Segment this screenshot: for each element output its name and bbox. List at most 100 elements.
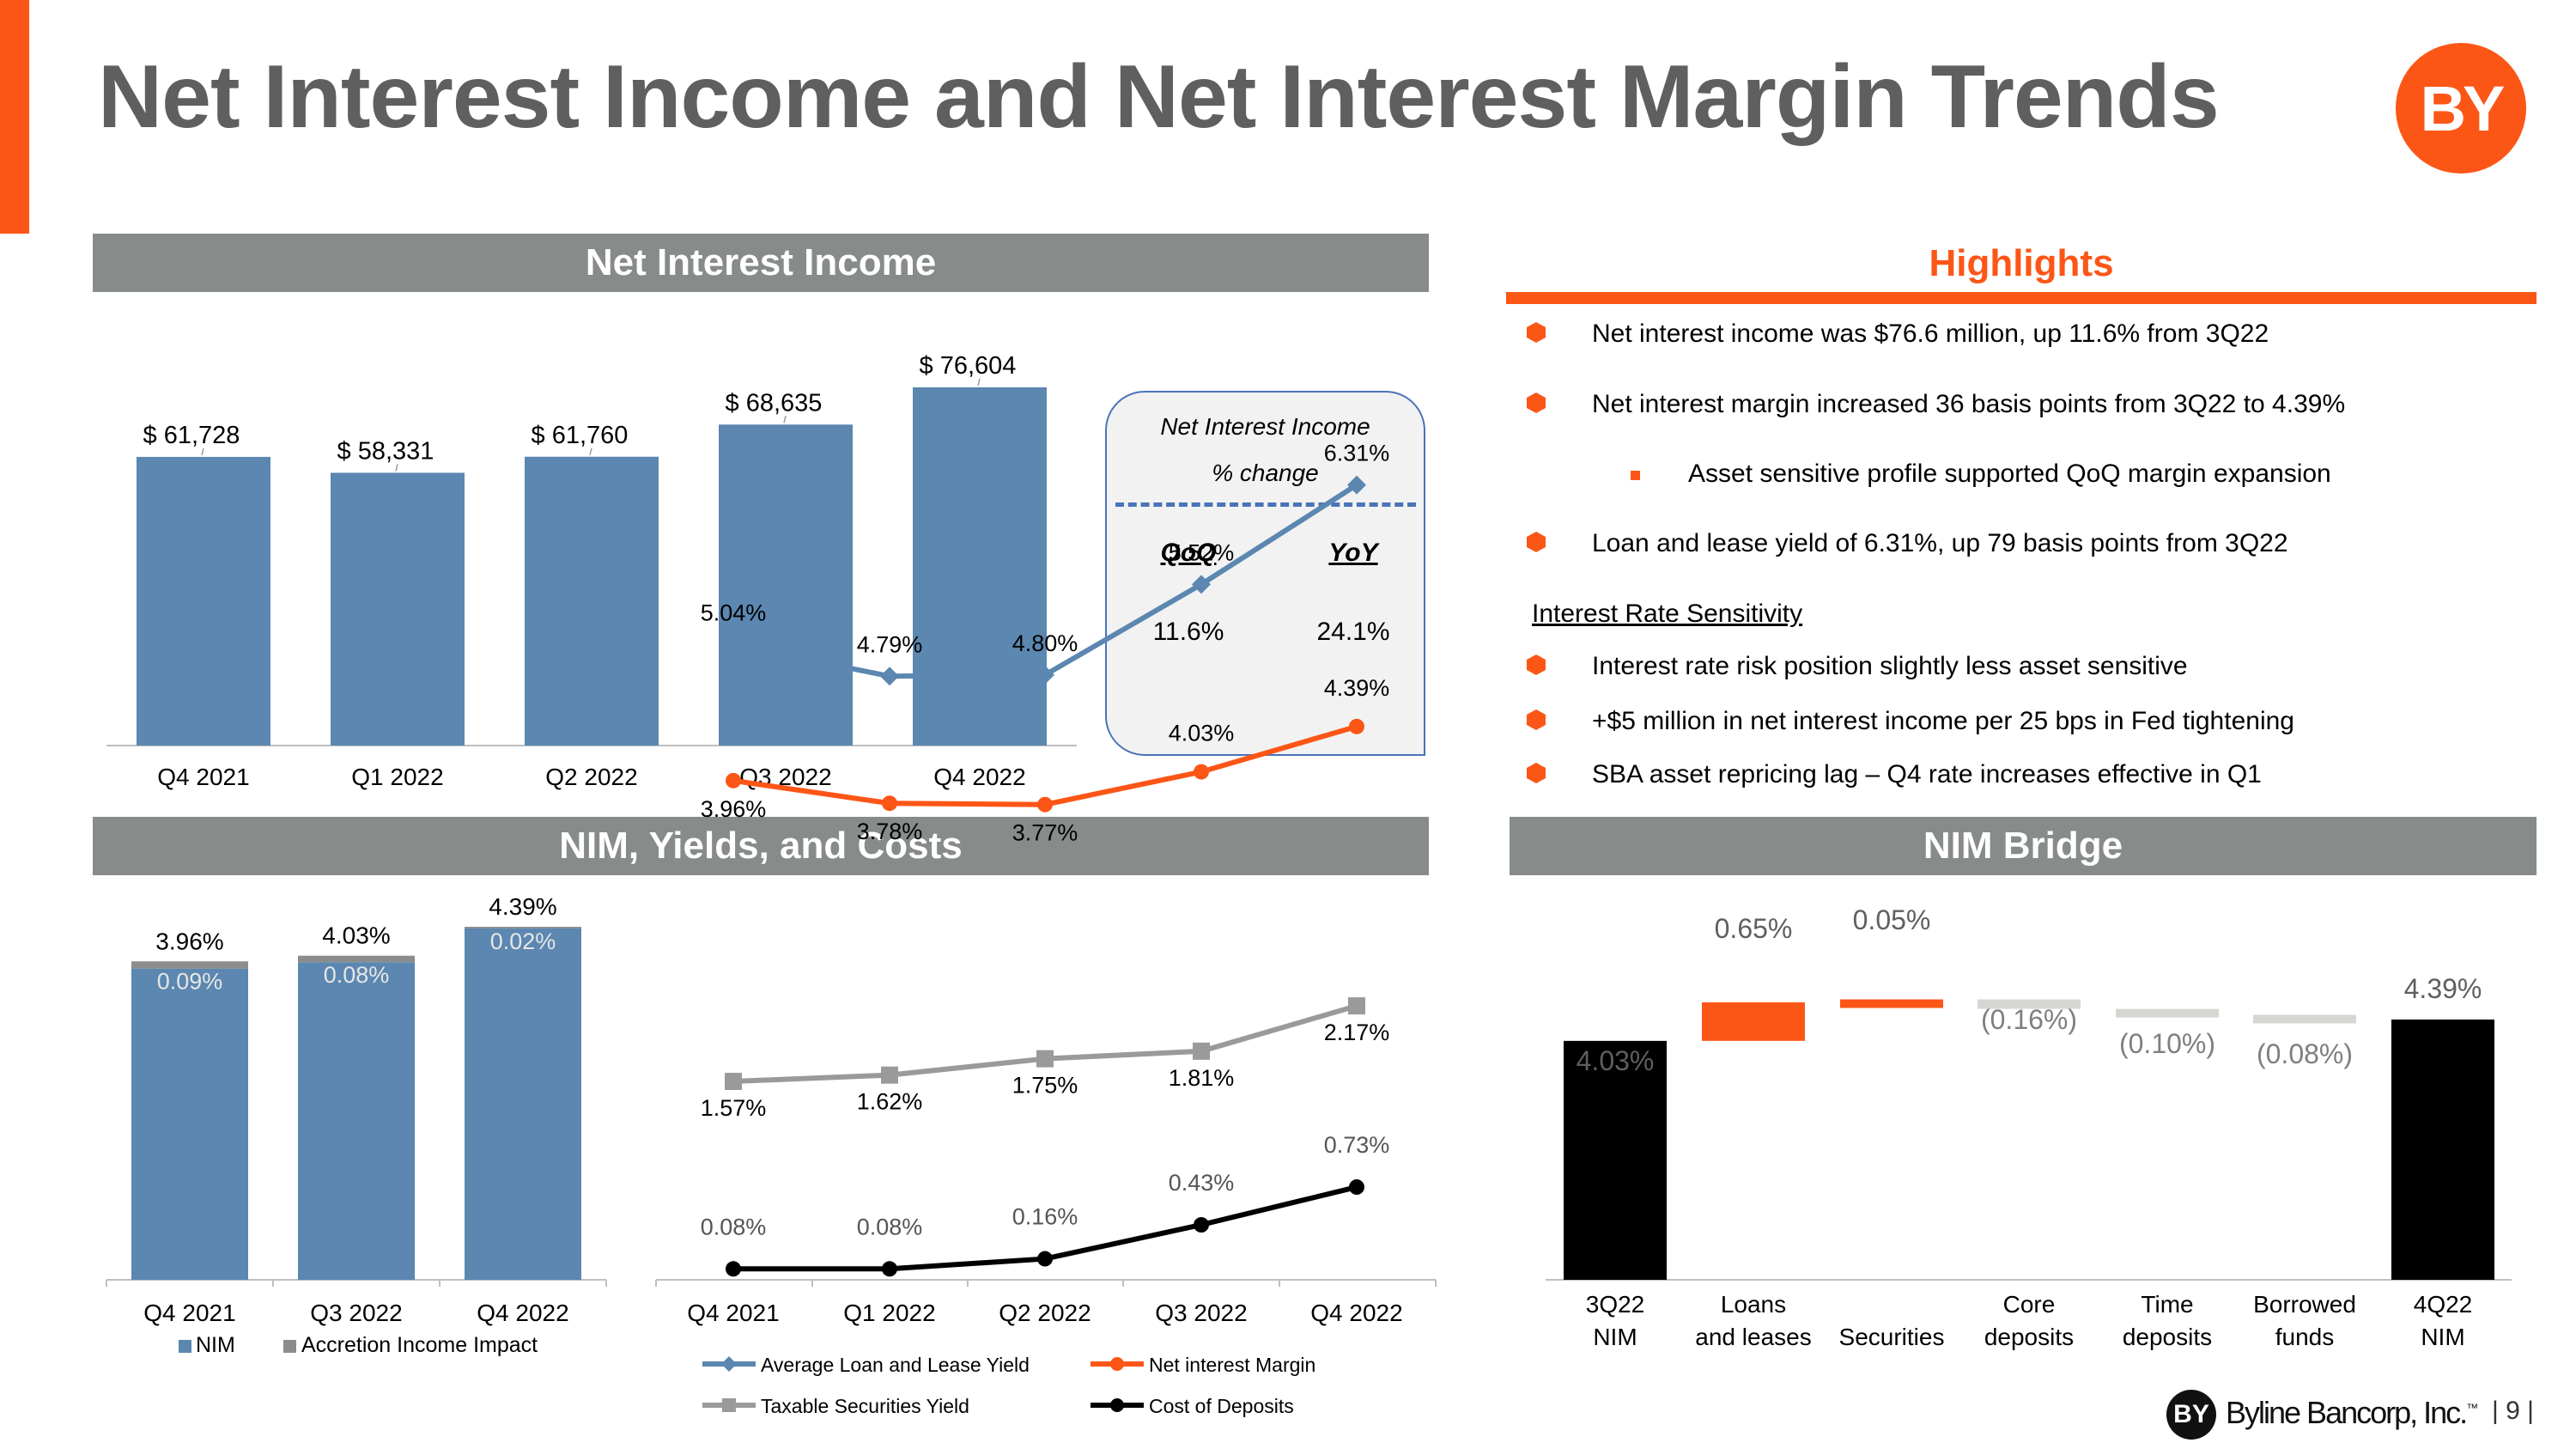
bridge-category-label: Loans [1721, 1291, 1786, 1318]
series-marker [726, 772, 741, 788]
highlight-item: Loan and lease yield of 6.31%, up 79 bas… [1592, 529, 2288, 557]
series-value-label: 0.73% [1324, 1132, 1390, 1158]
yoy-label: YoY [1328, 539, 1378, 567]
section-header-nim-yields: NIM, Yields, and Costs [93, 817, 1429, 875]
legend-label: Cost of Deposits [1149, 1395, 1294, 1417]
bridge-decrease-bar [1978, 999, 2081, 1009]
highlight-subitem: Asset sensitive profile supported QoQ ma… [1688, 460, 2331, 488]
series-value-label: 4.79% [857, 631, 923, 657]
bridge-category-label: Time [2141, 1291, 2193, 1318]
footer-company-text: Byline Bancorp, Inc. [2226, 1395, 2468, 1430]
sensitivity-heading: Interest Rate Sensitivity [1532, 600, 1803, 628]
highlights-rule [1506, 292, 2537, 304]
nim-bar [465, 928, 581, 1280]
legend-marker [1110, 1357, 1124, 1371]
sensitivity-item: Interest rate risk position slightly les… [1592, 652, 2188, 680]
series-marker [726, 1261, 741, 1277]
bridge-category-label: and leases [1695, 1324, 1811, 1350]
series-value-label: 3.96% [701, 796, 767, 822]
highlight-item: Net interest margin increased 36 basis p… [1592, 390, 2346, 418]
series-marker [724, 635, 743, 654]
bridge-value-label: 0.05% [1853, 904, 1931, 935]
legend-marker [722, 1398, 736, 1412]
yield-category-label: Q4 2022 [1310, 1300, 1402, 1326]
bridge-decrease-bar [2253, 1014, 2356, 1024]
bridge-category-label: deposits [2123, 1324, 2212, 1350]
series-marker [1036, 1050, 1054, 1068]
series-value-label: 0.16% [1012, 1204, 1078, 1230]
yield-category-label: Q4 2021 [687, 1300, 779, 1326]
nii-value-label: $ 76,604 [920, 352, 1017, 380]
bridge-value-label: (0.10%) [2119, 1028, 2215, 1059]
bridge-value-label: 4.39% [2404, 973, 2482, 1004]
nii-category-label: Q4 2022 [933, 764, 1025, 790]
series-value-label: 0.08% [857, 1214, 923, 1239]
series-line [732, 1003, 1358, 1084]
legend-swatch-accretion [283, 1340, 296, 1353]
bullet-icon [1527, 322, 1546, 343]
series-marker [725, 1072, 742, 1090]
highlight-item: Net interest income was $76.6 million, u… [1592, 320, 2269, 348]
yield-category-label: Q2 2022 [999, 1300, 1091, 1326]
legend-label-nim: NIM [196, 1333, 235, 1357]
footer-company-name: Byline Bancorp, Inc.™ [2226, 1395, 2478, 1431]
bullet-icon [1527, 654, 1546, 675]
series-value-label: 3.78% [857, 819, 923, 844]
legend-marker [1110, 1398, 1124, 1412]
section-header-nii: Net Interest Income [93, 234, 1429, 292]
nii-bar [137, 456, 270, 746]
series-marker [881, 1066, 898, 1084]
nim-category-label: Q4 2022 [477, 1300, 568, 1326]
bridge-decrease-bar [2116, 1008, 2219, 1018]
bullet-icon [1527, 393, 1546, 413]
series-marker [1192, 575, 1211, 594]
nii-bar [331, 472, 465, 746]
bridge-value-label: 4.03% [1577, 1045, 1655, 1076]
series-marker [1194, 764, 1209, 780]
accretion-label: 0.08% [324, 962, 390, 988]
nii-value-label: $ 68,635 [726, 389, 823, 417]
series-value-label: 1.57% [701, 1095, 767, 1121]
section-header-nim-bridge: NIM Bridge [1510, 817, 2537, 875]
label-leader [395, 464, 398, 472]
qoq-label: QoQ [1160, 539, 1217, 567]
series-marker [1349, 1179, 1364, 1196]
bridge-category-label: 3Q22 [1586, 1291, 1645, 1318]
legend-label: Average Loan and Lease Yield [761, 1354, 1030, 1376]
nim-category-label: Q4 2021 [143, 1300, 235, 1326]
series-marker [1193, 1042, 1210, 1060]
series-value-label: 1.81% [1169, 1065, 1235, 1091]
series-marker [1349, 718, 1364, 734]
highlights-title: Highlights [1929, 242, 2114, 284]
label-leader [201, 447, 204, 456]
page-title: Net Interest Income and Net Interest Mar… [98, 47, 2220, 147]
yield-category-label: Q3 2022 [1155, 1300, 1247, 1326]
series-marker [882, 1261, 897, 1277]
bridge-total-bar [2391, 1020, 2494, 1280]
nii-category-label: Q1 2022 [351, 764, 443, 790]
nii-value-label: $ 58,331 [337, 437, 434, 465]
nim-bar [131, 968, 248, 1280]
series-marker [880, 667, 899, 686]
box-divider [1115, 502, 1416, 507]
box-title-line2: % change [1212, 460, 1319, 486]
series-value-label: 1.62% [857, 1089, 923, 1115]
nii-value-label: $ 61,728 [143, 422, 240, 449]
bridge-category-label: NIM [2421, 1324, 2464, 1350]
series-value-label: 3.77% [1012, 820, 1078, 846]
legend-label: Taxable Securities Yield [761, 1395, 969, 1417]
bridge-category-label: funds [2275, 1324, 2335, 1350]
sensitivity-item: SBA asset repricing lag – Q4 rate increa… [1592, 760, 2262, 788]
series-value-label: 0.43% [1169, 1170, 1235, 1196]
sensitivity-item: +$5 million in net interest income per 2… [1592, 707, 2294, 735]
nii-value-label: $ 61,760 [532, 422, 629, 449]
footer-logo: BY [2166, 1390, 2216, 1440]
bullet-icon [1527, 763, 1546, 783]
bridge-increase-bar [1840, 999, 1943, 1008]
nim-total-label: 4.03% [322, 922, 390, 949]
series-value-label: 1.75% [1012, 1073, 1078, 1099]
bridge-total-bar [1564, 1040, 1667, 1280]
legend-label: Net interest Margin [1149, 1354, 1315, 1376]
bridge-category-label: deposits [1984, 1324, 2074, 1350]
